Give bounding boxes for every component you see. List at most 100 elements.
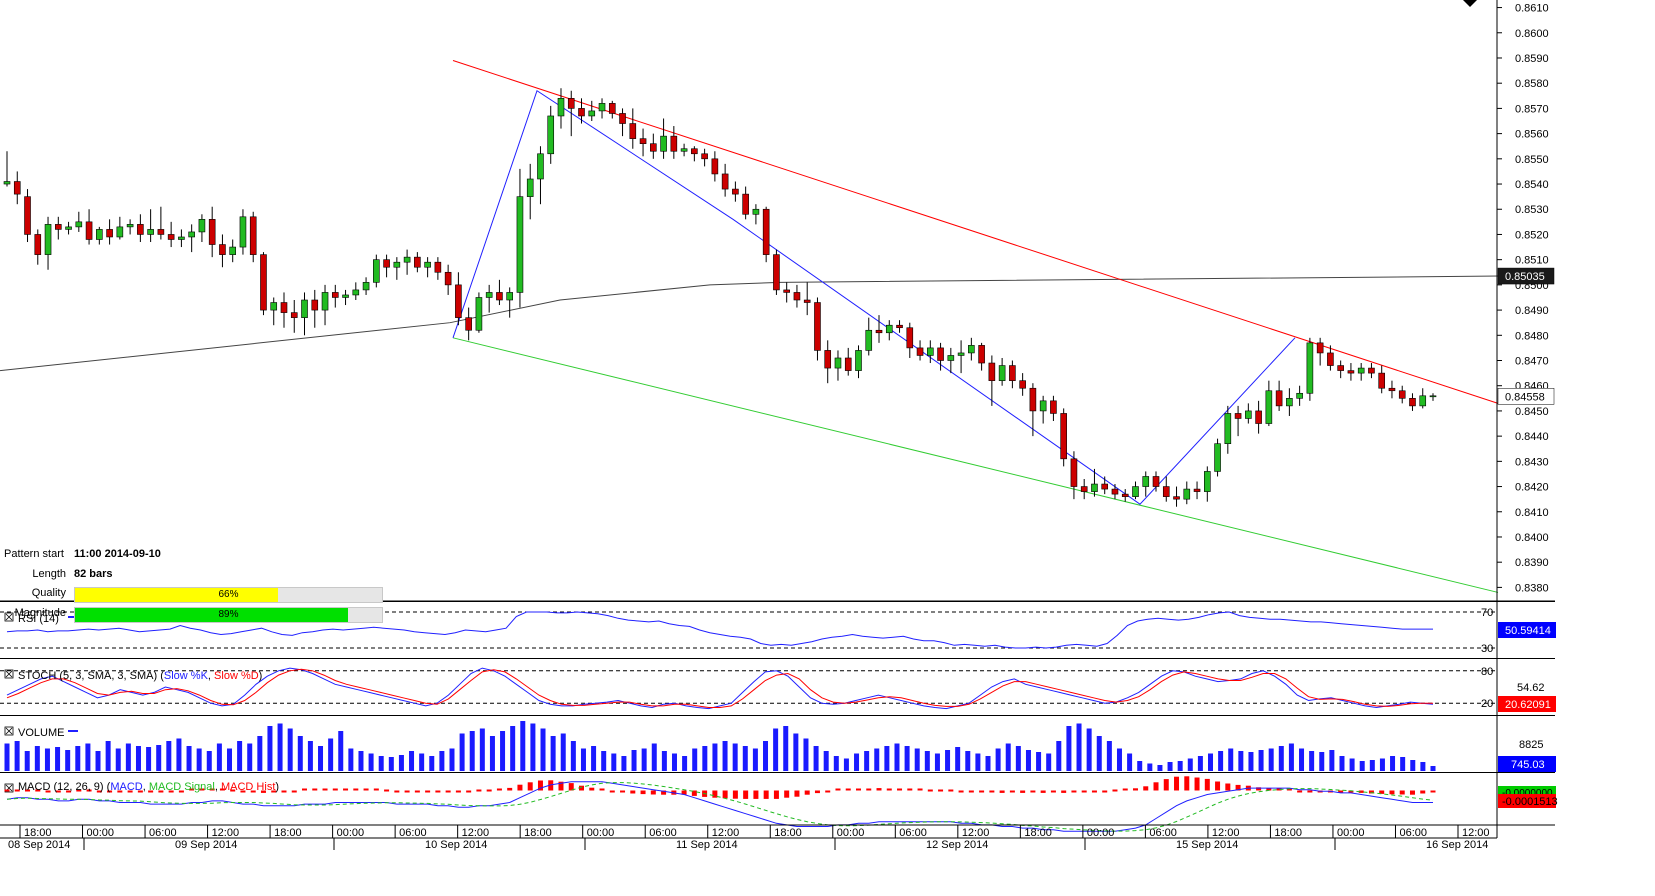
volume-bar	[95, 751, 101, 771]
macd-hist-bar	[45, 790, 51, 793]
candle-body	[208, 219, 216, 245]
macd-hist-bar	[927, 789, 933, 792]
candle-body	[906, 327, 914, 349]
candle-body	[249, 216, 257, 255]
macd-hist-bar	[640, 790, 646, 795]
candle-body	[188, 231, 195, 238]
volume-bar	[1248, 752, 1254, 771]
candle-body	[937, 347, 944, 361]
candle-body	[1050, 400, 1057, 414]
macd-hist-bar	[353, 788, 359, 791]
macd-hist-bar	[1235, 784, 1241, 791]
time-tick-label: 06:00	[1149, 827, 1177, 839]
volume-bar	[146, 747, 152, 771]
rsi-label: RSI (14)	[18, 613, 59, 625]
stoch-level-label: 80	[1481, 666, 1493, 678]
candle-body	[721, 173, 729, 190]
macd-hist-bar	[558, 781, 564, 791]
volume-bar	[1309, 751, 1315, 771]
candle-body	[1121, 493, 1129, 497]
macd-hist-bar	[712, 790, 718, 798]
price-tick-label: 0.8480	[1515, 330, 1549, 342]
macd-hist-bar	[507, 787, 513, 791]
rsi-line	[6, 611, 1433, 649]
volume-bar	[661, 751, 667, 771]
volume-bar	[530, 723, 536, 771]
candle-body	[834, 357, 842, 369]
candle-body	[947, 355, 955, 361]
volume-bar	[1278, 746, 1284, 771]
candle-body	[157, 229, 165, 235]
pattern-start-value: 11:00 2014-09-10	[74, 548, 161, 560]
macd-hist-bar	[968, 790, 974, 793]
time-tick-label: 00:00	[587, 827, 615, 839]
macd-hist-bar	[989, 790, 995, 793]
macd-value-2: -0.0001513	[1502, 796, 1558, 808]
indicator-panels: RSI (14) 70 30 50.59414 STOCH (5, 3, SMA, 3,…	[0, 601, 1558, 832]
date-label: 09 Sep 2014	[175, 839, 237, 851]
price-tick-label: 0.8590	[1515, 53, 1549, 65]
candle-body	[1080, 486, 1088, 492]
macd-hist-bar	[763, 790, 769, 799]
volume-value: 745.03	[1511, 759, 1545, 771]
macd-hist-bar	[1399, 790, 1405, 795]
date-label: 11 Sep 2014	[676, 839, 738, 851]
price-tick-label: 0.8490	[1515, 305, 1549, 317]
candle-body	[496, 292, 503, 301]
macd-hist-bar	[76, 789, 82, 792]
volume-bar	[550, 736, 556, 771]
volume-bar	[722, 741, 728, 771]
quality-bar: 66%	[74, 587, 383, 603]
macd-legend-sep: ,	[215, 781, 221, 793]
macd-label: MACD (12, 26, 9) (MACD, MACD Signal, MAC…	[18, 781, 279, 793]
macd-hist-bar	[404, 790, 410, 793]
volume-bar	[945, 750, 951, 771]
volume-bar	[1400, 757, 1406, 771]
volume-bar	[156, 745, 162, 771]
volume-bar	[1076, 723, 1082, 771]
candle-body	[1398, 390, 1406, 399]
volume-bar	[1127, 753, 1133, 771]
magnitude-label: Magnitude	[14, 607, 66, 619]
volume-bar	[1379, 758, 1385, 771]
candle-body	[1429, 395, 1437, 398]
candle-body	[147, 229, 154, 235]
candle-body	[578, 108, 585, 117]
macd-hist-bar	[476, 789, 482, 792]
candle-body	[1039, 400, 1047, 412]
volume-bar	[1167, 762, 1173, 771]
candle-body	[106, 229, 113, 238]
macd-hist-bar	[1286, 788, 1292, 791]
date-label: 16 Sep 2014	[1426, 839, 1488, 851]
price-tick-label: 0.8580	[1515, 78, 1549, 90]
volume-bar	[833, 756, 839, 771]
candle-body	[1101, 483, 1109, 490]
stoch-d-legend: Slow %D	[214, 670, 259, 682]
volume-bar	[439, 751, 445, 771]
time-tick-label: 06:00	[149, 827, 177, 839]
candle-body	[588, 110, 596, 117]
volume-bar	[216, 743, 222, 771]
candle-body	[424, 261, 431, 268]
macd-hist-bar	[999, 790, 1005, 793]
volume-bar	[1359, 761, 1365, 771]
candle-body	[485, 292, 493, 298]
volume-bar	[540, 728, 546, 771]
candle-body	[1306, 342, 1314, 394]
price-tick-label: 0.8560	[1515, 129, 1549, 141]
macd-hist-bar	[250, 790, 256, 793]
macd-hist-bar	[753, 790, 759, 799]
candle-body	[1357, 367, 1365, 374]
macd-hist-bar	[681, 790, 687, 795]
volume-bar	[580, 748, 586, 771]
volume-bar	[955, 747, 961, 771]
candle-body	[1296, 392, 1303, 399]
volume-bar	[884, 746, 890, 771]
macd-hist-bar	[1009, 790, 1015, 793]
macd-hist-bar	[1420, 790, 1426, 794]
macd-hist-bar	[394, 790, 400, 793]
volume-bar	[712, 743, 718, 771]
support-line	[452, 337, 1499, 593]
panel-close-icon-stroke	[5, 613, 13, 621]
